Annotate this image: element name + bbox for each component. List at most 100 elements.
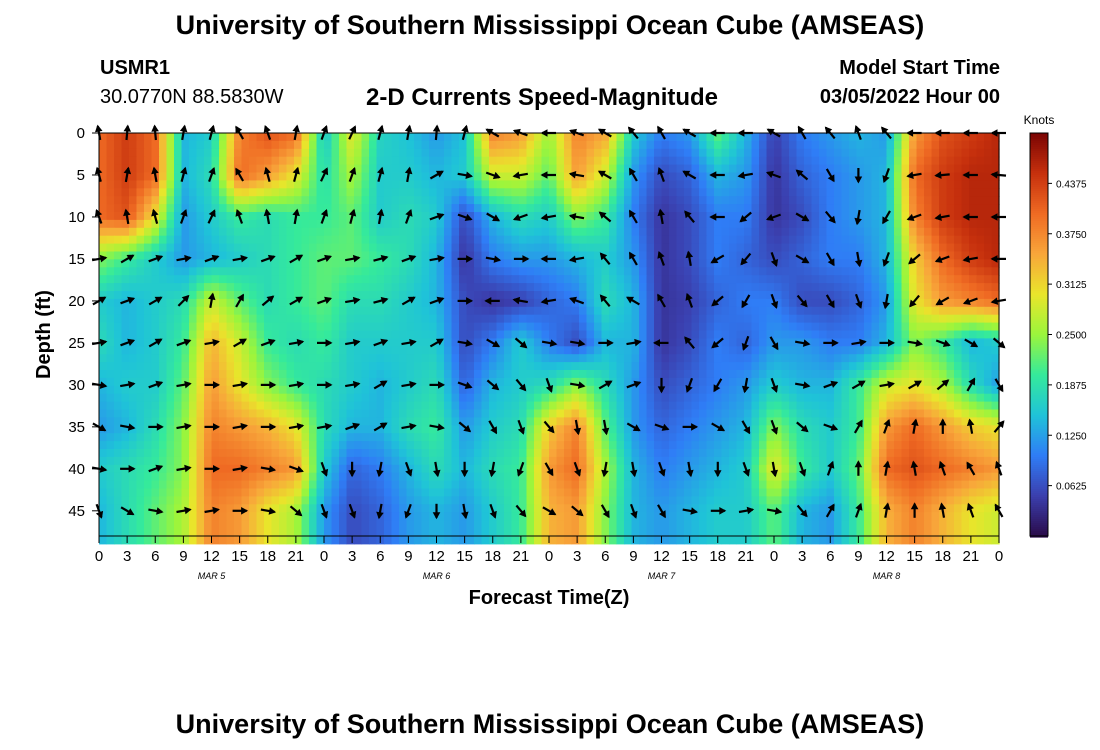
heatmap-cell: [879, 441, 888, 450]
heatmap-cell: [781, 219, 790, 229]
heatmap-cell: [954, 370, 963, 379]
heatmap-cell: [391, 188, 400, 197]
heatmap-cell: [729, 441, 738, 450]
heatmap-cell: [571, 322, 580, 332]
heatmap-cell: [421, 267, 430, 276]
heatmap-cell: [234, 362, 243, 371]
heatmap-cell: [879, 433, 888, 442]
heatmap-cell: [856, 164, 865, 174]
heatmap-cell: [504, 259, 513, 268]
heatmap-cell: [609, 393, 618, 403]
heatmap-cell: [369, 172, 378, 181]
heatmap-cell: [451, 441, 460, 450]
heatmap-cell: [714, 243, 723, 253]
heatmap-cell: [691, 338, 700, 347]
heatmap-cell: [279, 156, 288, 166]
heatmap-cell: [489, 180, 498, 189]
heatmap-cell: [774, 393, 783, 403]
heatmap-cell: [729, 259, 738, 268]
heatmap-cell: [136, 291, 145, 300]
heatmap-cell: [691, 362, 700, 371]
heatmap-cell: [564, 188, 573, 197]
heatmap-cell: [406, 370, 415, 379]
heatmap-cell: [954, 417, 963, 426]
heatmap-cell: [511, 227, 520, 237]
heatmap-cell: [811, 338, 820, 347]
heatmap-cell: [579, 401, 588, 411]
heatmap-cell: [234, 370, 243, 379]
heatmap-cell: [969, 330, 978, 339]
heatmap-cell: [886, 385, 895, 395]
heatmap-cell: [954, 227, 963, 237]
heatmap-cell: [819, 156, 828, 166]
heatmap-cell: [421, 449, 430, 458]
heatmap-cell: [361, 283, 370, 292]
heatmap-cell: [759, 275, 768, 284]
heatmap-cell: [819, 298, 828, 308]
heatmap-cell: [331, 164, 340, 174]
heatmap-cell: [864, 330, 873, 339]
heatmap-cell: [286, 204, 295, 213]
heatmap-cell: [804, 385, 813, 395]
heatmap-cell: [991, 314, 1000, 324]
heatmap-cell: [301, 164, 310, 174]
heatmap-cell: [616, 219, 625, 229]
heatmap-cell: [204, 354, 213, 363]
heatmap-cell: [414, 298, 423, 308]
heatmap-cell: [819, 180, 828, 189]
heatmap-cell: [616, 156, 625, 166]
heatmap-cell: [654, 275, 663, 284]
heatmap-cell: [819, 330, 828, 339]
chart-subtitle: 2-D Currents Speed-Magnitude: [366, 84, 719, 111]
heatmap-cell: [901, 227, 910, 237]
heatmap-cell: [931, 212, 940, 221]
heatmap-cell: [534, 188, 543, 197]
heatmap-cell: [721, 385, 730, 395]
heatmap-cell: [346, 417, 355, 426]
heatmap-cell: [699, 346, 708, 355]
heatmap-cell: [376, 346, 385, 355]
heatmap-cell: [144, 243, 153, 253]
heatmap-cell: [219, 235, 228, 245]
heatmap-cell: [106, 133, 115, 142]
heatmap-cell: [279, 362, 288, 371]
heatmap-cell: [826, 188, 835, 197]
heatmap-cell: [279, 393, 288, 403]
heatmap-cell: [894, 322, 903, 332]
heatmap-cell: [301, 441, 310, 450]
heatmap-cell: [879, 377, 888, 387]
heatmap-cell: [751, 338, 760, 347]
heatmap-cell: [99, 243, 108, 253]
heatmap-cell: [841, 204, 850, 213]
heatmap-cell: [181, 314, 190, 324]
heatmap-cell: [444, 306, 453, 316]
heatmap-cell: [391, 377, 400, 387]
heatmap-cell: [264, 441, 273, 450]
heatmap-cell: [309, 251, 318, 260]
heatmap-cell: [241, 164, 250, 174]
heatmap-cell: [211, 196, 220, 205]
heatmap-cell: [864, 441, 873, 450]
heatmap-cell: [549, 227, 558, 237]
heatmap-cell: [781, 425, 790, 434]
heatmap-cell: [676, 433, 685, 442]
heatmap-cell: [969, 425, 978, 434]
heatmap-cell: [399, 425, 408, 434]
heatmap-cell: [759, 133, 768, 142]
heatmap-cell: [721, 362, 730, 371]
heatmap-cell: [834, 172, 843, 181]
heatmap-cell: [196, 133, 205, 142]
heatmap-cell: [811, 148, 820, 158]
heatmap-cell: [429, 322, 438, 332]
heatmap-cell: [774, 156, 783, 166]
heatmap-cell: [474, 306, 483, 316]
heatmap-cell: [279, 306, 288, 316]
heatmap-cell: [226, 417, 235, 426]
heatmap-cell: [309, 433, 318, 442]
heatmap-cell: [121, 164, 130, 174]
heatmap-cell: [766, 243, 775, 253]
heatmap-cell: [751, 156, 760, 166]
heatmap-cell: [931, 259, 940, 268]
heatmap-cell: [721, 338, 730, 347]
heatmap-cell: [436, 188, 445, 197]
